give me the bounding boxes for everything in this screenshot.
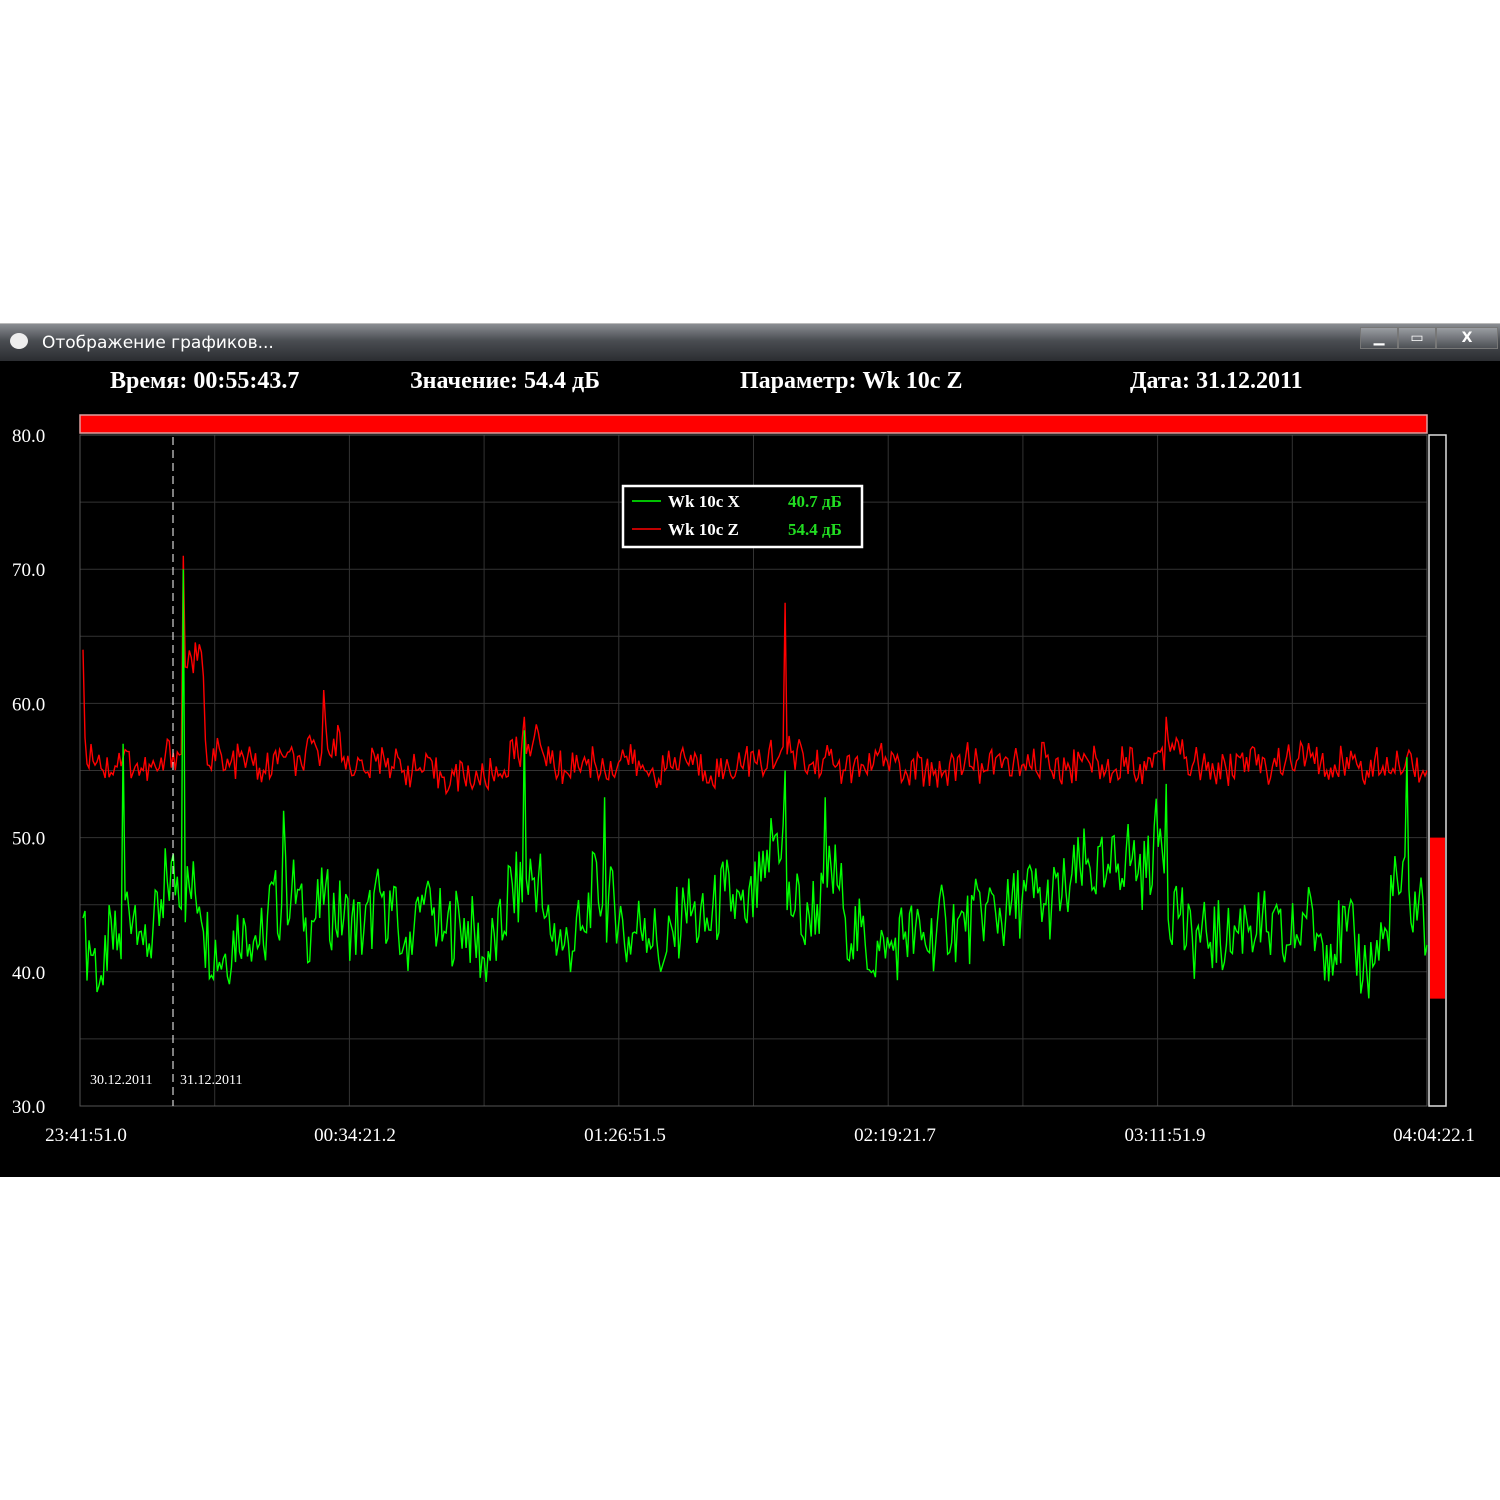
- window-title: Отображение графиков...: [42, 333, 274, 353]
- close-button[interactable]: X: [1436, 327, 1498, 349]
- date-label: 30.12.2011: [90, 1073, 152, 1088]
- y-tick-label: 70.0: [12, 560, 45, 581]
- legend-name: Wk 10с X: [668, 492, 741, 511]
- app-icon: [10, 333, 28, 349]
- x-tick-label: 02:19:21.7: [854, 1125, 936, 1146]
- x-tick-label: 23:41:51.0: [45, 1125, 127, 1146]
- date-label: 31.12.2011: [180, 1073, 242, 1088]
- series-line-z: [82, 555, 1428, 796]
- legend-value: 40.7 дБ: [788, 492, 842, 511]
- time-readout: Время: 00:55:43.7: [110, 368, 300, 394]
- y-tick-label: 50.0: [12, 829, 45, 850]
- level-indicator-frame: [1428, 434, 1447, 1107]
- date-readout: Дата: 31.12.2011: [1130, 368, 1303, 394]
- value-readout: Значение: 54.4 дБ: [410, 368, 601, 394]
- y-tick-label: 60.0: [12, 694, 45, 715]
- y-tick-label: 80.0: [12, 426, 45, 447]
- x-tick-label: 01:26:51.5: [584, 1125, 666, 1146]
- level-indicator-fill: [1430, 837, 1445, 999]
- y-tick-label: 40.0: [12, 963, 45, 984]
- legend-value: 54.4 дБ: [788, 520, 842, 539]
- parameter-readout: Параметр: Wk 10с Z: [740, 368, 963, 394]
- maximize-button[interactable]: ▭: [1398, 327, 1436, 349]
- title-bar[interactable]: Отображение графиков... ▁ ▭ X: [0, 323, 1500, 361]
- x-tick-label: 00:34:21.2: [314, 1125, 396, 1146]
- legend-box: [621, 484, 864, 549]
- legend-name: Wk 10с Z: [668, 520, 739, 539]
- x-tick-label: 04:04:22.1: [1393, 1125, 1475, 1146]
- series-line-x: [82, 569, 1428, 999]
- x-tick-label: 03:11:51.9: [1124, 1125, 1205, 1146]
- range-bar: [79, 414, 1428, 434]
- minimize-button[interactable]: ▁: [1360, 327, 1398, 349]
- y-tick-label: 30.0: [12, 1097, 45, 1118]
